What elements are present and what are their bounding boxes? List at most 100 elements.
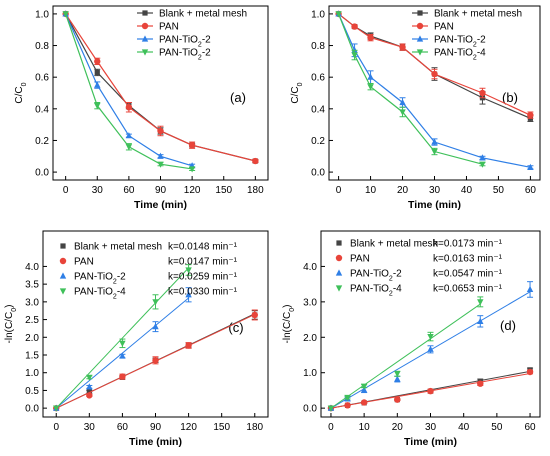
x-tick-label: 10 — [359, 422, 371, 433]
x-tick-label: 120 — [180, 422, 197, 433]
legend-marker — [142, 10, 148, 16]
y-tick-label: 2.5 — [25, 315, 39, 326]
text-part: -4 — [477, 48, 486, 59]
y-axis-title: -ln(C/C0) — [4, 305, 18, 344]
text-part: TiO — [182, 48, 198, 59]
x-tick-label: 0 — [63, 185, 69, 196]
subscript: 2 — [113, 278, 117, 285]
text-part: C — [290, 86, 301, 93]
data-point — [152, 357, 159, 364]
data-point — [125, 104, 133, 111]
data-point — [62, 11, 69, 18]
y-tick-label: 0.0 — [35, 168, 49, 179]
x-tick-label: 90 — [150, 422, 162, 433]
x-tick-label: 30 — [92, 185, 104, 196]
y-tick-label: 1.0 — [35, 9, 49, 20]
x-tick-label: 30 — [84, 422, 96, 433]
y-tick-label: 0.8 — [35, 41, 49, 52]
y-tick-label: 0.4 — [311, 104, 325, 115]
text-part: PAN- — [350, 284, 373, 295]
data-point — [185, 267, 192, 274]
chart-panel-a: 0 30 60 90 120 150 180 0.0 0.2 0.4 0.6 0.8 1.0 Time (… — [14, 5, 269, 211]
text-part: PAN- — [434, 35, 457, 46]
x-tick-label: 20 — [392, 422, 404, 433]
text-part: PAN- — [74, 272, 97, 283]
data-point — [479, 161, 486, 168]
text-part: C/ — [14, 93, 25, 103]
data-point — [394, 375, 401, 382]
legend-label: PAN-TiO2-4 — [434, 48, 486, 62]
legend-marker — [141, 22, 149, 30]
legend-label: PAN-TiO2-2 — [434, 35, 486, 49]
y-tick-label: 2.0 — [303, 333, 317, 344]
legend-label: Blank + metal mesh — [350, 239, 438, 250]
legend-marker — [59, 272, 67, 279]
rate-constant-label: k=0.0148 min⁻¹ — [168, 242, 238, 253]
text-part: -2 — [393, 269, 402, 280]
legend-marker — [60, 243, 66, 249]
text-part: PAN — [350, 254, 370, 265]
data-point — [351, 23, 358, 30]
text-part: TiO — [373, 284, 389, 295]
subscript: 2 — [389, 290, 393, 297]
y-tick-label: 3.5 — [25, 280, 39, 291]
text-part: Blank + metal mesh — [159, 9, 247, 20]
text-part: -ln(C/ — [282, 319, 293, 344]
data-point — [527, 111, 534, 119]
legend-label: PAN — [350, 254, 370, 265]
rate-constant-label: k=0.0147 min⁻¹ — [168, 257, 238, 268]
data-point — [477, 317, 484, 324]
text-part: -2 — [202, 48, 211, 59]
subscript: 0 — [289, 308, 296, 312]
data-point — [394, 371, 401, 378]
legend-marker — [59, 288, 67, 295]
data-point — [351, 52, 358, 59]
y-tick-label: 0.5 — [25, 386, 39, 397]
x-tick-label: 150 — [215, 185, 232, 196]
text-part: -ln(C/ — [4, 319, 15, 344]
series-2 — [62, 10, 196, 169]
text-part: PAN- — [74, 287, 97, 298]
data-point — [344, 402, 351, 409]
legend-label: PAN — [159, 22, 179, 33]
legend-marker — [416, 35, 424, 42]
data-point — [86, 392, 93, 399]
data-point — [479, 154, 486, 161]
legend-marker — [416, 22, 424, 30]
text-part: TiO — [182, 35, 198, 46]
text-part: TiO — [457, 48, 473, 59]
data-point — [427, 333, 434, 341]
legend-marker — [417, 10, 423, 16]
data-point — [152, 299, 159, 306]
data-point — [399, 98, 406, 106]
data-point — [188, 142, 196, 149]
data-point — [360, 399, 368, 406]
x-tick-label: 30 — [429, 185, 441, 196]
text-part: C — [282, 312, 293, 319]
x-axis-title: Time (min) — [134, 199, 187, 211]
legend-label: Blank + metal mesh — [434, 9, 522, 20]
data-point — [157, 127, 164, 135]
legend-label: PAN-TiO2-2 — [159, 48, 211, 62]
legend-marker — [335, 285, 343, 292]
data-point — [94, 81, 101, 88]
rate-constant-label: k=0.0173 min⁻¹ — [433, 239, 503, 250]
subscript: 0 — [297, 82, 304, 86]
x-tick-label: 20 — [397, 185, 409, 196]
x-tick-label: 60 — [525, 185, 537, 196]
legend-marker — [141, 49, 149, 56]
panel-label: (c) — [228, 320, 243, 335]
y-tick-label: 1.0 — [303, 368, 317, 379]
legend-marker — [416, 49, 424, 56]
x-tick-label: 0 — [53, 422, 59, 433]
text-part: Blank + metal mesh — [74, 242, 162, 253]
subscript: 0 — [21, 82, 28, 86]
subscript: 2 — [473, 54, 477, 61]
y-axis-title: -ln(C/C0) — [282, 305, 296, 344]
y-tick-label: 2.0 — [25, 333, 39, 344]
data-point — [327, 405, 335, 412]
subscript: 2 — [473, 41, 477, 48]
legend-marker — [59, 257, 67, 265]
y-tick-label: 3.0 — [25, 297, 39, 308]
